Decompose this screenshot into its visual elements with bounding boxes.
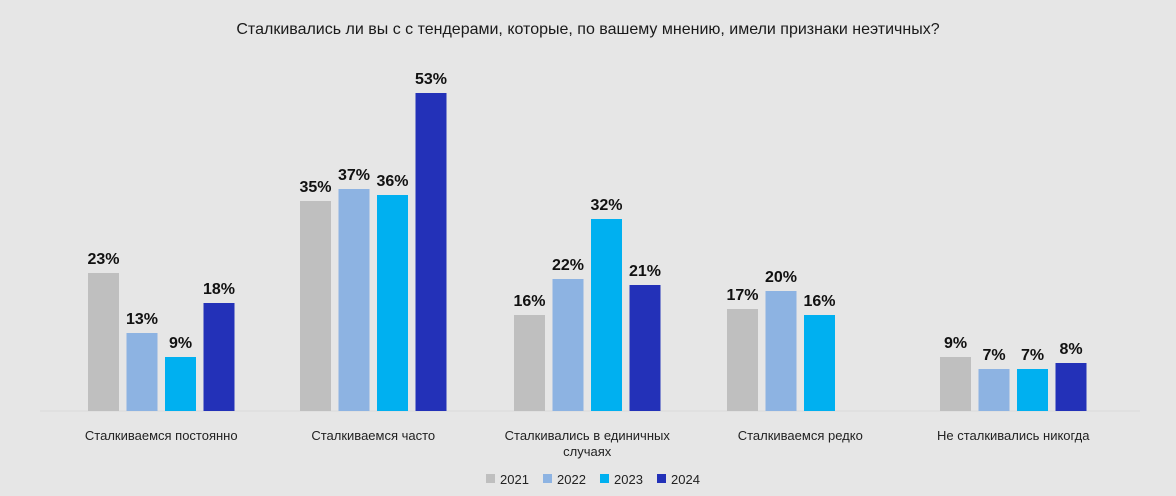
data-label: 53% xyxy=(415,71,447,88)
bar-2024-5 xyxy=(1055,363,1087,411)
bar-2021-5 xyxy=(940,357,971,411)
data-label: 22% xyxy=(552,257,584,274)
bar-2022-1 xyxy=(126,333,158,411)
data-label: 23% xyxy=(87,251,119,268)
legend-swatch-2023 xyxy=(600,474,609,483)
data-label: 7% xyxy=(982,347,1005,364)
bar-2023-4 xyxy=(804,315,835,411)
data-label: 18% xyxy=(203,281,235,298)
category-label: Сталкивались в единичных xyxy=(505,428,671,443)
data-label: 32% xyxy=(590,197,622,214)
data-label: 13% xyxy=(126,311,158,328)
bar-2023-5 xyxy=(1017,369,1048,411)
bar-2022-5 xyxy=(978,369,1010,411)
bar-2021-1 xyxy=(88,273,119,411)
bar-2021-3 xyxy=(514,315,545,411)
bar-2022-3 xyxy=(552,279,584,411)
data-label: 16% xyxy=(803,293,835,310)
bar-2023-1 xyxy=(165,357,196,411)
data-label: 36% xyxy=(376,173,408,190)
legend-swatch-2022 xyxy=(543,474,552,483)
data-label: 16% xyxy=(513,293,545,310)
legend-swatch-2024 xyxy=(657,474,666,483)
legend-label: 2023 xyxy=(614,472,643,487)
category-label: случаях xyxy=(563,444,612,459)
category-label: Сталкиваемся редко xyxy=(738,428,863,443)
legend-label: 2021 xyxy=(500,472,529,487)
category-label: Сталкиваемся постоянно xyxy=(85,428,238,443)
category-label: Не сталкивались никогда xyxy=(937,428,1090,443)
data-label: 9% xyxy=(944,335,967,352)
data-label: 8% xyxy=(1059,341,1082,358)
data-label: 21% xyxy=(629,263,661,280)
bar-2022-4 xyxy=(765,291,797,411)
data-label: 17% xyxy=(726,287,758,304)
data-label: 20% xyxy=(765,269,797,286)
bar-2023-3 xyxy=(591,219,622,411)
data-label: 35% xyxy=(299,179,331,196)
bar-2024-1 xyxy=(203,303,235,411)
data-label: 37% xyxy=(338,167,370,184)
bar-2024-3 xyxy=(629,285,661,411)
legend-label: 2022 xyxy=(557,472,586,487)
data-label: 9% xyxy=(169,335,192,352)
bar-2024-2 xyxy=(415,93,447,411)
bar-2022-2 xyxy=(338,189,370,411)
category-label: Сталкиваемся часто xyxy=(311,428,435,443)
bar-2021-4 xyxy=(727,309,758,411)
bar-2021-2 xyxy=(300,201,331,411)
chart-title: Сталкивались ли вы с с тендерами, которы… xyxy=(236,21,939,38)
legend-swatch-2021 xyxy=(486,474,495,483)
bar-2023-2 xyxy=(377,195,408,411)
data-label: 7% xyxy=(1021,347,1044,364)
legend-label: 2024 xyxy=(671,472,700,487)
